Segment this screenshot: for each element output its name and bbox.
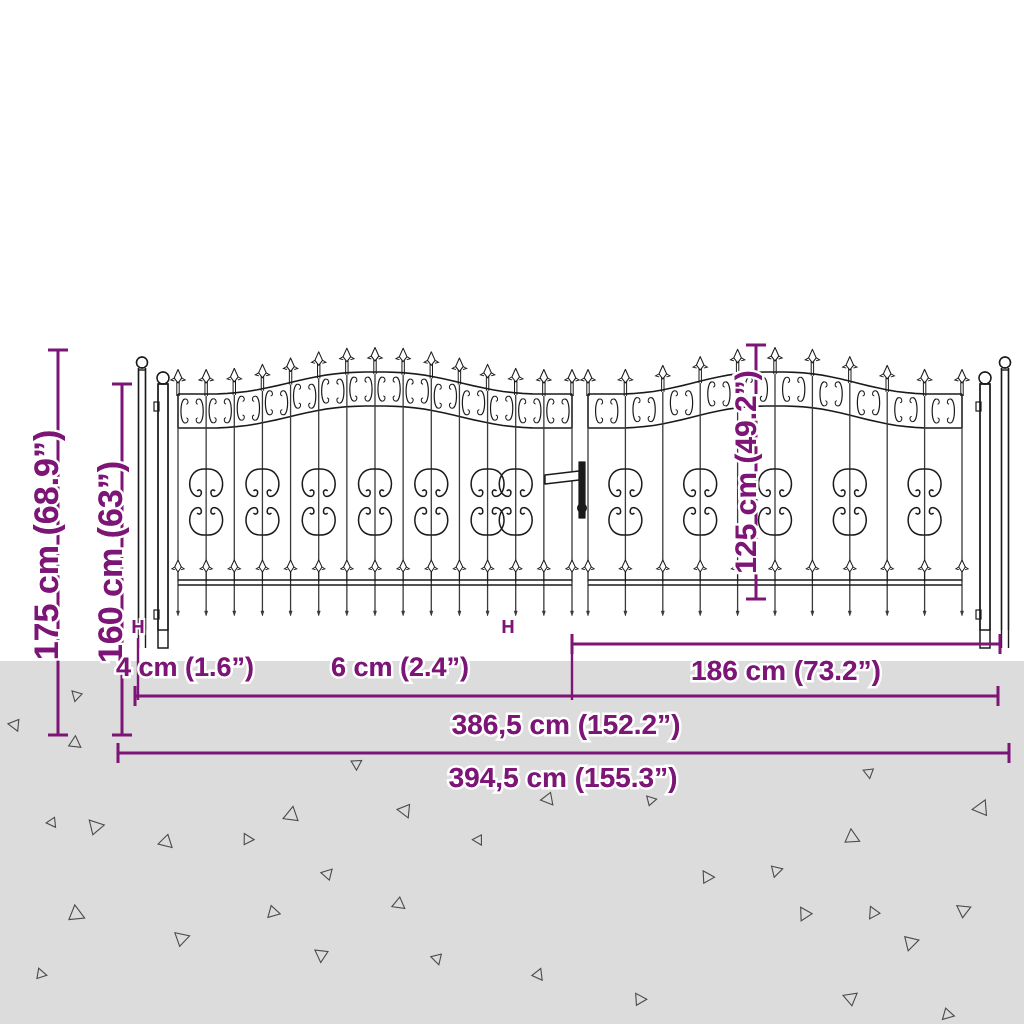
svg-text:175 cm (68.9”): 175 cm (68.9”): [28, 430, 66, 661]
svg-text:6 cm (2.4”): 6 cm (2.4”): [331, 652, 469, 682]
svg-text:160 cm (63”): 160 cm (63”): [92, 461, 130, 663]
svg-text:386,5 cm (152.2”): 386,5 cm (152.2”): [452, 709, 681, 740]
svg-text:H: H: [132, 617, 145, 637]
svg-text:125 cm (49.2”): 125 cm (49.2”): [730, 370, 763, 573]
svg-text:H: H: [502, 617, 515, 637]
svg-text:4 cm (1.6”): 4 cm (1.6”): [116, 652, 254, 682]
svg-text:394,5 cm (155.3”): 394,5 cm (155.3”): [449, 762, 678, 793]
svg-text:186 cm (73.2”): 186 cm (73.2”): [691, 655, 881, 686]
